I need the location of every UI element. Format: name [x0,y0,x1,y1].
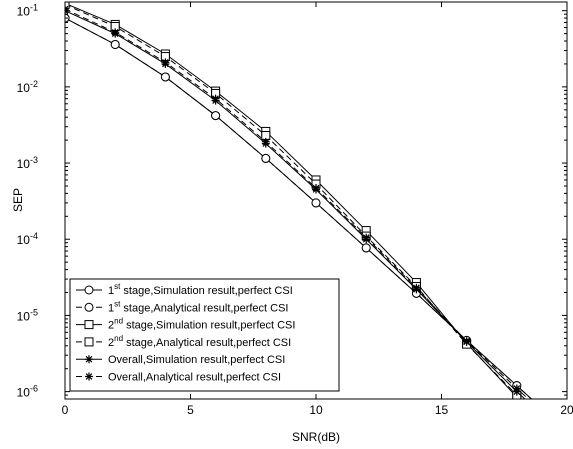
series-2-point [160,72,170,82]
y-tick-exponent: -5 [30,307,38,317]
legend-marker [85,372,93,381]
legend-item: Overall,Simulation result,perfect CSI [76,354,285,366]
legend-item: 2nd stage,Simulation result,perfect CSI [76,317,295,332]
legend-item: 2nd stage,Analytical result,perfect CSI [76,334,291,349]
x-tick-label: 20 [560,403,573,417]
legend-label: 2nd stage,Analytical result,perfect CSI [108,334,291,349]
y-tick-exponent: -6 [30,384,38,394]
legend-box [69,278,340,392]
legend-label: 1st stage,Analytical result,perfect CSI [108,299,289,314]
x-tick-label: 15 [435,403,449,417]
y-tick-base: 10 [17,157,31,171]
y-tick-base: 10 [17,81,31,95]
legend-marker [84,285,94,295]
legend-marker [84,302,94,312]
series-6-point [111,28,120,37]
legend: 1st stage,Simulation result,perfect CSI 1… [69,278,340,392]
legend-marker [84,320,94,330]
series-6-point [211,94,220,103]
legend-marker [84,337,94,347]
series-layer [65,2,533,399]
y-axis-label: SEP [11,188,25,212]
series-2 [65,13,533,399]
series-6-point [462,337,471,346]
y-tick-base: 10 [17,309,31,323]
series-6-point [412,283,421,292]
series-4-point [65,2,70,10]
y-tick-label: 10-1 [17,3,38,19]
x-tick-label: 10 [309,403,323,417]
y-tick-exponent: -2 [30,79,38,89]
series-2-point [110,39,120,49]
series-2-point [261,153,271,163]
y-tick-label: 10-3 [17,155,38,171]
series-6 [65,5,530,399]
legend-item: 1st stage,Simulation result,perfect CSI [76,282,293,297]
y-tick-base: 10 [17,5,31,19]
x-axis-label: SNR(dB) [292,430,340,444]
y-tick-base: 10 [17,233,31,247]
legend-marker [85,355,93,364]
series-6-point [161,58,170,67]
y-tick-exponent: -1 [30,3,38,13]
y-tick-base: 10 [17,386,31,400]
series-2-point [311,198,321,208]
legend-label: Overall,Simulation result,perfect CSI [108,354,285,366]
y-tick-label: 10-5 [17,307,38,323]
legend-label: 2nd stage,Simulation result,perfect CSI [108,317,295,332]
legend-item: 1st stage,Analytical result,perfect CSI [76,299,289,314]
series-2-point [361,243,371,253]
y-tick-label: 10-4 [17,231,38,247]
legend-label: 1st stage,Simulation result,perfect CSI [108,282,293,297]
series-6-point [512,384,521,393]
legend-label: Overall,Analytical result,perfect CSI [108,372,281,384]
series-6-point [261,137,270,146]
series-6-point [312,184,320,193]
y-tick-label: 10-6 [17,384,38,400]
y-tick-label: 10-2 [17,79,38,95]
series-6-point [362,233,371,242]
y-tick-exponent: -3 [30,155,38,165]
series-2-point [211,111,221,121]
legend-item: Overall,Analytical result,perfect CSI [76,372,281,384]
x-tick-label: 5 [187,403,194,417]
x-tick-label: 0 [62,403,69,417]
y-tick-exponent: -4 [30,231,38,241]
